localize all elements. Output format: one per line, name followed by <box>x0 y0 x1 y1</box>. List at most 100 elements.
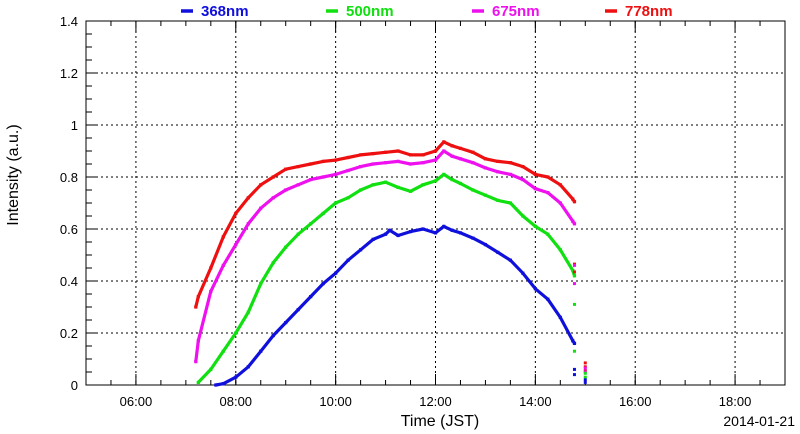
data-point <box>433 149 438 153</box>
data-point <box>521 178 525 182</box>
data-point <box>496 250 500 254</box>
data-point <box>388 228 392 232</box>
data-point <box>371 237 375 241</box>
data-point <box>458 157 463 161</box>
data-point <box>221 235 225 239</box>
data-point <box>334 158 338 162</box>
data-point <box>496 198 500 202</box>
data-point <box>271 334 275 338</box>
data-point <box>259 206 263 210</box>
data-point <box>371 152 375 156</box>
scatter-point <box>583 366 587 370</box>
data-point <box>450 144 454 148</box>
data-point <box>508 172 512 176</box>
data-point <box>571 269 575 273</box>
data-point <box>546 175 550 179</box>
data-point <box>421 161 425 165</box>
scatter-point <box>583 378 587 382</box>
data-point <box>284 245 288 249</box>
data-point <box>508 258 512 262</box>
scatter-point <box>572 302 576 306</box>
data-point <box>284 321 288 325</box>
data-point <box>433 179 438 183</box>
scatter-point <box>583 361 587 365</box>
data-point <box>571 219 575 223</box>
data-point <box>508 161 512 165</box>
data-point <box>572 274 577 278</box>
scatter-point <box>572 282 576 286</box>
data-point <box>396 233 400 238</box>
data-point <box>214 383 218 387</box>
data-point <box>433 158 438 162</box>
x-tick-label: 06:00 <box>120 394 153 409</box>
data-point <box>571 339 575 343</box>
data-point <box>458 181 463 186</box>
y-tick-label: 1.2 <box>60 66 78 81</box>
x-tick-label: 08:00 <box>220 394 253 409</box>
data-point <box>246 310 250 314</box>
data-point <box>346 196 350 200</box>
x-tick-label: 10:00 <box>319 394 352 409</box>
y-tick-label: 0.6 <box>60 222 78 237</box>
data-point <box>296 308 300 312</box>
data-point <box>558 315 562 319</box>
legend-label: 778nm <box>625 3 673 20</box>
data-point <box>309 295 313 299</box>
scatter-point <box>572 373 576 377</box>
data-point <box>196 339 200 343</box>
data-point <box>408 162 413 166</box>
series-line-778nm <box>194 140 577 309</box>
data-point <box>321 175 325 179</box>
data-point <box>334 201 338 205</box>
data-point <box>284 167 288 171</box>
data-point <box>296 165 300 169</box>
data-point <box>246 365 250 369</box>
data-point <box>496 159 500 163</box>
data-point <box>359 248 363 252</box>
data-point <box>359 165 363 169</box>
data-point <box>471 188 475 192</box>
data-point <box>433 231 438 235</box>
data-point <box>558 201 562 205</box>
scatter-point <box>572 349 576 353</box>
data-point <box>259 282 263 286</box>
data-point <box>371 183 375 187</box>
y-axis: 0 0.2 0.4 0.6 0.8 1 1.2 1.4 <box>60 14 98 393</box>
data-point <box>234 243 238 247</box>
data-point <box>483 166 488 170</box>
x-tick-label: 12:00 <box>419 394 452 409</box>
data-point <box>271 196 275 200</box>
data-point <box>442 149 446 153</box>
date-label: 2014-01-21 <box>723 413 795 429</box>
data-point <box>259 183 263 187</box>
data-point <box>296 232 300 236</box>
y-tick-label: 0 <box>71 378 78 393</box>
data-point <box>383 180 388 184</box>
data-point <box>572 341 577 345</box>
data-point <box>371 162 375 166</box>
data-point <box>533 172 537 176</box>
data-point <box>309 222 313 226</box>
y-tick-label: 0.8 <box>60 170 78 185</box>
data-point <box>508 201 512 205</box>
data-point <box>546 297 550 301</box>
series-line-675nm <box>194 149 577 364</box>
data-point <box>209 266 213 270</box>
x-tick-label: 16:00 <box>619 394 652 409</box>
data-point <box>442 172 446 176</box>
data-point <box>209 367 213 371</box>
data-point <box>321 211 325 215</box>
data-point <box>483 243 488 247</box>
data-point <box>571 197 575 201</box>
y-tick-label: 0.4 <box>60 274 78 289</box>
scatter-point <box>583 380 587 384</box>
data-point <box>309 162 313 166</box>
data-series <box>194 140 587 387</box>
data-point <box>450 178 454 182</box>
data-point <box>572 222 577 226</box>
data-point <box>346 155 350 160</box>
data-point <box>396 149 400 153</box>
data-point <box>458 146 463 150</box>
data-point <box>321 159 325 163</box>
